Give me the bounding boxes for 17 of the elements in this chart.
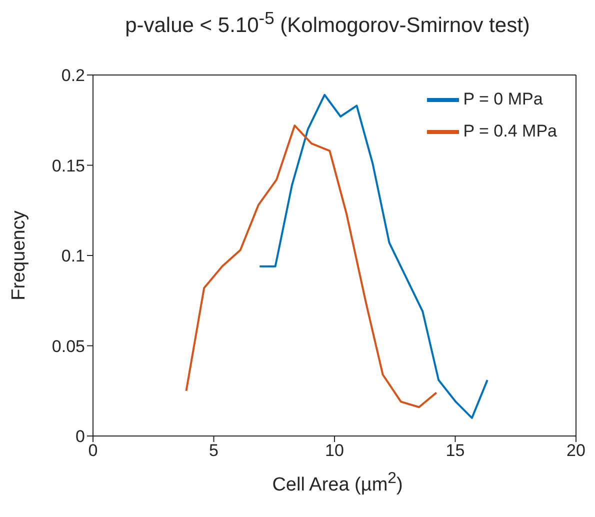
y-tick-label: 0.05 xyxy=(52,336,85,356)
chart-title: p-value < 5.10$^{-5}$ (Kolmogorov-Smirnov test) xyxy=(124,8,531,39)
y-tick-label: 0.1 xyxy=(61,246,85,266)
y-axis-title: Frequency xyxy=(8,210,30,300)
x-tick-label: 5 xyxy=(209,441,218,460)
line-series xyxy=(185,124,438,408)
y-tick-label: 0.15 xyxy=(52,156,85,176)
x-tick-label: 20 xyxy=(566,441,586,460)
legend-label: P = 0 MPa xyxy=(463,89,543,108)
y-tick-label: 0 xyxy=(76,427,85,446)
line-series xyxy=(258,94,488,419)
x-tick-label: 0 xyxy=(88,441,98,460)
x-axis-title: Cell Area (µm$^{2}$) xyxy=(271,470,404,496)
y-tick-label: 0.2 xyxy=(61,66,85,86)
legend-label: P = 0.4 MPa xyxy=(463,121,557,140)
x-tick-label: 15 xyxy=(446,441,465,460)
x-tick-label: 10 xyxy=(325,441,344,460)
